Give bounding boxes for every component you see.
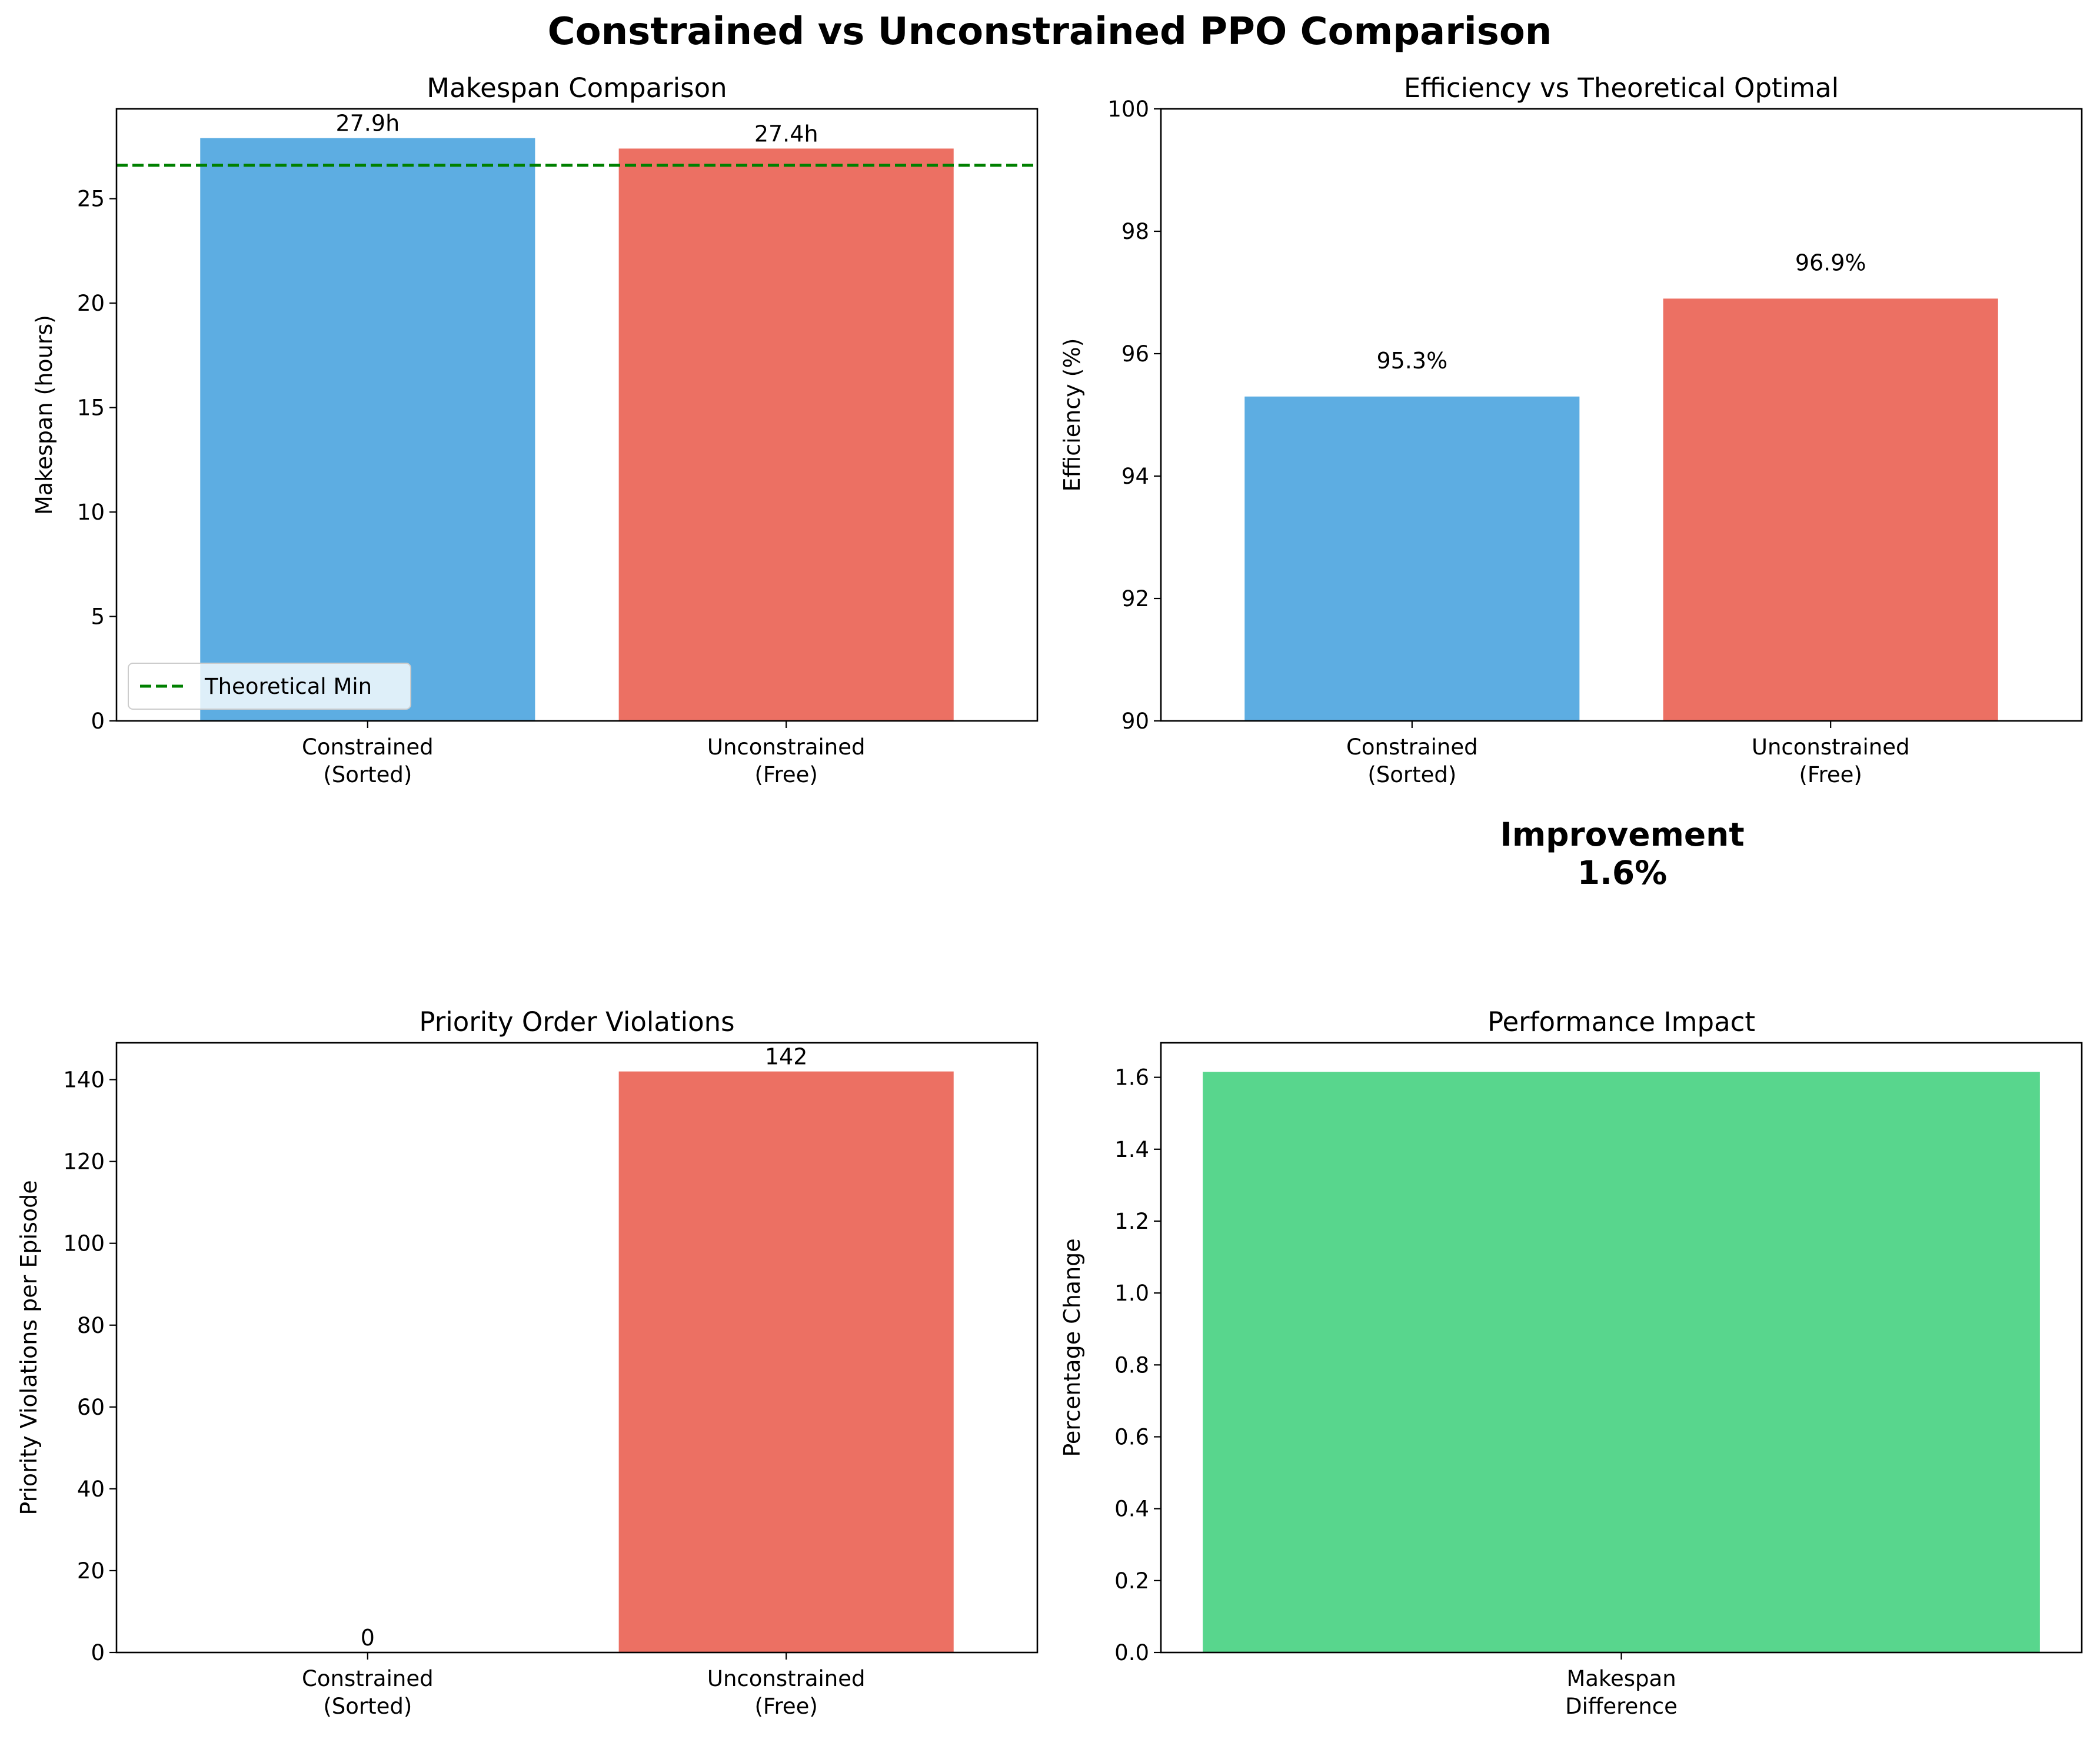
efficiency-ytick-label-2: 94 [1121, 464, 1149, 489]
efficiency-title: Efficiency vs Theoretical Optimal [1404, 72, 1839, 104]
efficiency-ylabel: Efficiency (%) [1059, 338, 1085, 492]
violations-ytick-label-1: 20 [77, 1558, 105, 1584]
impact-ytick-label-5: 1.0 [1114, 1281, 1149, 1306]
violations-axes-frame [115, 1042, 1039, 1654]
impact-ytick-label-6: 1.2 [1114, 1209, 1149, 1234]
efficiency-ytick-label-0: 90 [1121, 709, 1149, 734]
makespan-ytick-label-4: 20 [77, 291, 105, 316]
makespan-subplot: 27.9h 27.4h 0 5 10 15 20 25 Constrained (Sorted) U… [31, 72, 1039, 787]
makespan-ytick-label-2: 10 [77, 500, 105, 525]
violations-ytick-label-0: 0 [91, 1640, 105, 1665]
efficiency-xtick-label-1: Unconstrained (Free) [1752, 734, 1910, 787]
violations-bar-1 [618, 1071, 954, 1652]
violations-title: Priority Order Violations [419, 1006, 734, 1038]
makespan-ytick-label-5: 25 [77, 187, 105, 212]
efficiency-ytick-label-1: 92 [1121, 586, 1149, 611]
makespan-ytick-label-1: 5 [91, 604, 105, 630]
improvement-title: Improvement [1500, 816, 1744, 853]
efficiency-ytick-label-4: 98 [1121, 219, 1149, 244]
makespan-legend-label: Theoretical Min [204, 674, 372, 699]
impact-title: Performance Impact [1487, 1006, 1755, 1038]
efficiency-bar-0 [1244, 396, 1580, 721]
makespan-xtick-label-0: Constrained (Sorted) [302, 734, 434, 787]
makespan-bar-1 [618, 148, 954, 721]
impact-ytick-label-2: 0.4 [1114, 1497, 1149, 1522]
impact-bar-0 [1203, 1072, 2040, 1652]
makespan-axes-frame [115, 108, 1039, 722]
efficiency-data-label-1: 96.9% [1795, 250, 1866, 275]
makespan-legend: Theoretical Min [128, 663, 411, 710]
impact-ytick-label-0: 0.0 [1114, 1640, 1149, 1665]
violations-ytick-label-7: 140 [63, 1068, 105, 1093]
violations-ytick-label-5: 100 [63, 1231, 105, 1256]
impact-subplot: 0.0 0.2 0.4 0.6 0.8 1.0 1.2 1.4 1.6 Makespan Diffe… [1059, 1006, 2083, 1719]
makespan-data-label-0: 27.9h [335, 111, 400, 137]
impact-ytick-label-3: 0.6 [1114, 1424, 1149, 1449]
makespan-ytick-label-0: 0 [91, 709, 105, 734]
makespan-ytick-label-3: 15 [77, 395, 105, 421]
efficiency-subplot: 95.3% 96.9% 90 92 94 96 98 100 Constrained (Sorte… [1059, 72, 2083, 787]
figure-title: Constrained vs Unconstrained PPO Compari… [548, 10, 1552, 54]
improvement-value: 1.6% [1578, 854, 1668, 892]
efficiency-ytick-label-3: 96 [1121, 341, 1149, 367]
violations-data-label-1: 142 [765, 1044, 808, 1070]
impact-ylabel: Percentage Change [1059, 1238, 1085, 1457]
violations-ytick-label-2: 40 [77, 1477, 105, 1502]
violations-ytick-label-3: 60 [77, 1395, 105, 1420]
violations-ytick-label-4: 80 [77, 1313, 105, 1338]
violations-xtick-label-0: Constrained (Sorted) [302, 1666, 434, 1719]
impact-xtick-label-0: Makespan Difference [1565, 1666, 1678, 1719]
efficiency-bar-1 [1663, 298, 1998, 721]
impact-ytick-label-7: 1.4 [1114, 1137, 1149, 1162]
impact-ytick-label-8: 1.6 [1114, 1065, 1149, 1090]
makespan-data-label-1: 27.4h [754, 121, 818, 147]
makespan-ylabel: Makespan (hours) [31, 315, 57, 515]
efficiency-xtick-label-0: Constrained (Sorted) [1346, 734, 1478, 787]
impact-ytick-label-1: 0.2 [1114, 1568, 1149, 1594]
efficiency-axes-frame [1160, 108, 2083, 722]
improvement-callout: Improvement 1.6% [1500, 816, 1744, 892]
makespan-xtick-label-1: Unconstrained (Free) [707, 734, 866, 787]
efficiency-data-label-0: 95.3% [1376, 348, 1447, 374]
makespan-legend-box [128, 663, 411, 710]
violations-xtick-label-1: Unconstrained (Free) [707, 1666, 866, 1719]
impact-ytick-label-4: 0.8 [1114, 1352, 1149, 1378]
violations-ytick-label-6: 120 [63, 1149, 105, 1175]
violations-data-label-0: 0 [361, 1625, 375, 1651]
violations-ylabel: Priority Violations per Episode [16, 1180, 42, 1515]
violations-subplot: 0 142 0 20 40 60 80 100 120 140 Constrained (Sorted… [16, 1006, 1039, 1719]
makespan-title: Makespan Comparison [427, 72, 727, 104]
efficiency-ytick-label-5: 100 [1107, 97, 1149, 122]
makespan-bar-0 [200, 138, 535, 721]
